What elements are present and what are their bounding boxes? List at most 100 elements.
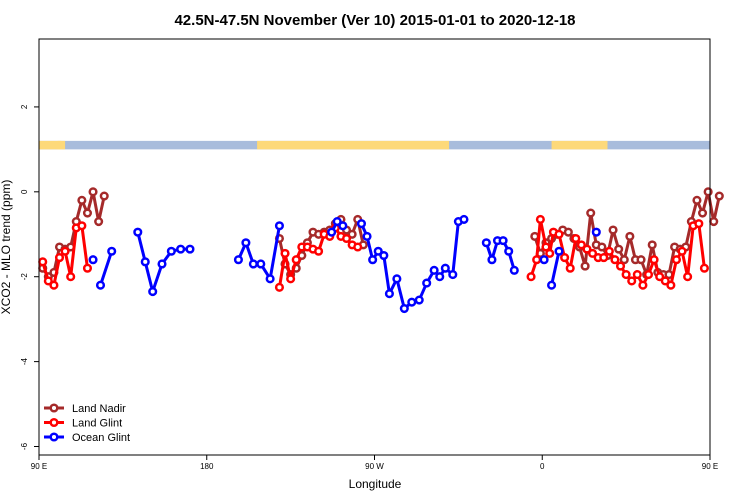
ocean-glint-point	[356, 219, 367, 229]
land-glint-point	[77, 221, 87, 231]
land-glint-point	[291, 255, 301, 265]
ocean-glint-point	[133, 227, 143, 237]
land-nadir-point	[714, 191, 724, 201]
ocean-glint-point	[498, 236, 508, 246]
land-glint-point	[66, 272, 76, 282]
land-glint-point	[588, 248, 598, 258]
land-glint-point	[54, 253, 65, 263]
ocean-glint-point	[448, 270, 458, 280]
land-glint-point	[286, 274, 296, 284]
ocean-glint-point	[509, 265, 519, 275]
y-axis-label: XCO2 - MLO trend (ppm)	[0, 180, 13, 315]
y-tick-label: -6	[20, 442, 29, 450]
ocean-glint-point	[107, 246, 117, 256]
land-nadir-point	[94, 216, 104, 227]
legend-land-nadir-label: Land Nadir	[72, 403, 126, 415]
legend-land-glint-label: Land Glint	[72, 418, 122, 430]
land-glint-point	[655, 272, 665, 282]
land-nadir-point	[99, 191, 109, 201]
x-tick-label: 90 E	[31, 462, 47, 471]
x-tick-label: 90 W	[365, 462, 384, 471]
land-glint-point	[621, 270, 631, 280]
ocean-glint-point	[241, 238, 251, 248]
land-glint-point	[638, 280, 648, 290]
land-glint-point	[353, 242, 363, 252]
land-band-segment	[39, 140, 62, 150]
land-glint-point	[671, 255, 682, 265]
legend-land-glint-marker	[49, 417, 59, 428]
ocean-glint-point	[148, 287, 158, 297]
land-glint-point	[599, 253, 609, 263]
land-glint-point	[666, 280, 676, 290]
ocean-glint-point	[362, 231, 372, 241]
x-tick-label: 180	[200, 462, 214, 471]
ocean-glint-point	[459, 214, 469, 224]
land-glint-point	[683, 272, 693, 282]
ocean-glint-point	[338, 221, 348, 231]
ocean-glint-point	[274, 221, 284, 231]
ocean-glint-point	[547, 280, 557, 290]
ocean-glint-point	[392, 274, 402, 284]
land-glint-point	[694, 219, 704, 229]
land-glint-point	[43, 276, 53, 286]
land-glint-point	[643, 270, 654, 280]
land-glint-point	[649, 255, 659, 265]
land-glint-point	[541, 242, 551, 252]
land-nadir-point	[82, 208, 93, 218]
ocean-glint-line	[359, 217, 466, 311]
ocean-glint-point	[379, 250, 389, 261]
land-glint-point	[571, 233, 581, 244]
x-tick-label: 90 E	[702, 462, 718, 471]
ocean-glint-point	[504, 246, 514, 256]
land-nadir-point	[563, 227, 573, 237]
ocean-glint-point	[88, 255, 98, 265]
land-glint-point	[660, 276, 670, 286]
land-nadir-point	[77, 195, 87, 205]
land-glint-point	[615, 261, 626, 271]
land-nadir-point	[608, 225, 618, 235]
chart-title: 42.5N-47.5N November (Ver 10) 2015-01-01…	[174, 12, 575, 29]
legend: Land Nadir Land Glint Ocean Glint	[44, 403, 130, 444]
ocean-glint-line	[550, 249, 561, 287]
land-ocean-band	[39, 140, 710, 150]
ocean-glint-line	[99, 249, 114, 287]
legend-ocean-glint-label: Ocean Glint	[72, 432, 130, 444]
ocean-glint-point	[435, 272, 445, 282]
ocean-glint-point	[157, 259, 167, 269]
land-glint-point	[554, 229, 564, 239]
land-nadir-point	[597, 242, 607, 252]
land-glint-point	[280, 248, 290, 258]
land-glint-point	[632, 270, 642, 280]
land-glint-point	[627, 276, 637, 286]
ocean-glint-point	[332, 216, 342, 227]
ocean-glint-point	[176, 244, 186, 254]
y-tick-label: -2	[20, 273, 29, 281]
land-nadir-point	[647, 240, 657, 250]
y-axis-ticks: 2 0 -2 -4 -6	[20, 104, 39, 450]
land-glint-point	[314, 246, 324, 256]
land-nadir-point	[692, 195, 702, 205]
ocean-glint-point	[373, 246, 383, 256]
ocean-glint-point	[407, 297, 417, 307]
land-glint-point	[677, 246, 687, 256]
land-band-segment	[257, 140, 450, 150]
ocean-glint-point	[481, 238, 491, 248]
ocean-glint-line	[236, 224, 281, 281]
ocean-glint-point	[591, 227, 601, 237]
land-nadir-point	[625, 231, 635, 241]
ocean-glint-point	[554, 246, 564, 256]
land-nadir-point	[709, 216, 719, 227]
land-nadir-point	[619, 255, 629, 265]
ocean-glint-point	[140, 257, 150, 267]
land-glint-point	[535, 214, 545, 224]
ocean-glint-point	[384, 289, 394, 299]
land-glint-point	[341, 233, 352, 244]
ocean-glint-point	[327, 227, 337, 237]
ocean-glint-point	[487, 255, 497, 265]
legend-land-nadir-marker	[49, 403, 59, 413]
x-axis-label: Longitude	[349, 477, 402, 491]
land-glint-point	[38, 257, 48, 267]
ocean-glint-point	[185, 244, 195, 254]
land-glint-point	[576, 240, 586, 250]
